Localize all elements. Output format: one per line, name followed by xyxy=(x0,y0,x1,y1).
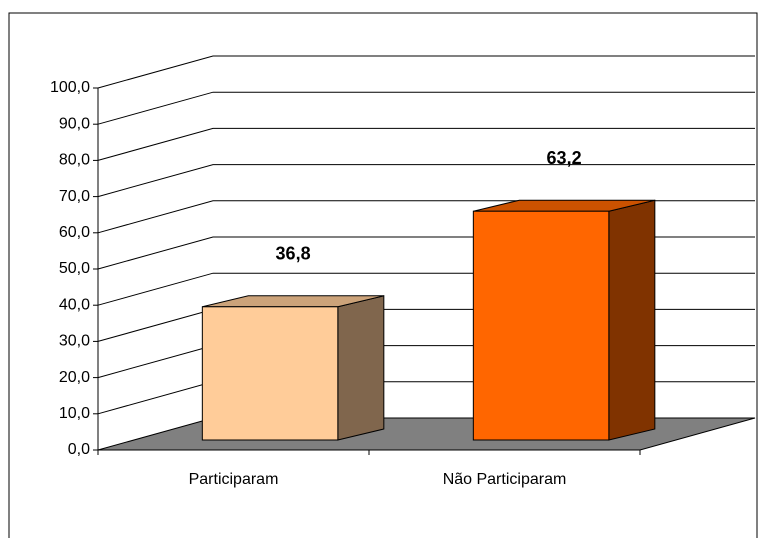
grid-line xyxy=(97,345,755,379)
floor xyxy=(97,417,756,451)
bar-side xyxy=(337,295,385,441)
bar xyxy=(201,306,339,441)
y-tick-label: 50,0 xyxy=(59,260,90,277)
y-tick-label: 90,0 xyxy=(59,115,90,132)
y-tick-label: 30,0 xyxy=(59,333,90,350)
bar xyxy=(472,210,610,441)
grid-line xyxy=(97,164,755,198)
frame xyxy=(8,12,758,538)
y-tick-label: 20,0 xyxy=(59,369,90,386)
grid-line xyxy=(97,127,755,161)
grid-line xyxy=(97,381,755,415)
y-tick-label: 0,0 xyxy=(68,441,90,458)
x-tick-label: Participaram xyxy=(189,471,279,488)
grid-line xyxy=(97,200,755,234)
grid-line xyxy=(97,55,755,89)
data-label: 63,2 xyxy=(547,148,582,168)
data-label: 36,8 xyxy=(276,244,311,264)
y-tick-label: 80,0 xyxy=(59,152,90,169)
grid-line xyxy=(97,91,755,125)
bar-side xyxy=(608,199,656,441)
y-tick-label: 10,0 xyxy=(59,405,90,422)
y-tick-label: 100,0 xyxy=(50,79,90,96)
grid-line xyxy=(97,308,755,342)
grid-line xyxy=(97,272,755,306)
y-tick-label: 70,0 xyxy=(59,188,90,205)
x-tick-label: Não Participaram xyxy=(443,471,567,488)
grid-line xyxy=(97,236,755,270)
y-tick-label: 60,0 xyxy=(59,224,90,241)
y-tick-label: 40,0 xyxy=(59,296,90,313)
